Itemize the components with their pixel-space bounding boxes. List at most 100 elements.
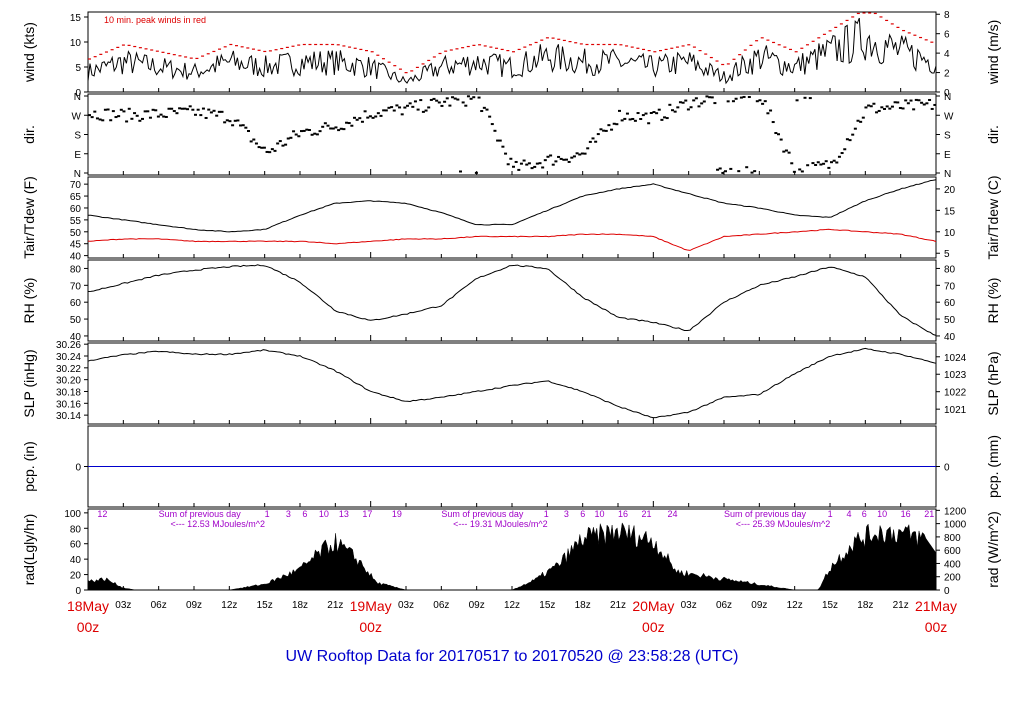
ytick-label-right-dir: E [944,150,951,161]
dir-point [196,108,200,111]
dir-point [599,128,603,131]
dir-point [917,99,921,102]
dir-point [734,97,738,100]
dir-point [543,159,547,162]
dir-point [170,107,174,110]
dir-point [260,146,264,149]
dir-point [644,112,648,115]
ytick-label-left-wind: 15 [70,13,82,24]
ylabel-right-rh: RH (%) [985,278,1001,324]
dir-point [249,140,253,143]
rad-total-label: <--- 12.53 MJoules/m^2 [170,519,265,529]
dir-point [374,115,378,118]
ytick-label-right-dir: W [944,111,954,122]
dir-point [596,133,600,136]
dir-point [840,152,844,155]
dir-point [88,114,91,117]
dir-point [509,157,513,160]
ytick-label-left-slp: 30.22 [56,364,81,375]
dir-point [615,123,619,126]
dir-point [705,95,709,98]
dir-point [806,164,810,167]
ytick-label-left-dir: E [74,150,81,161]
dir-point [390,106,394,109]
ytick-label-right-rad: 0 [944,586,950,597]
ytick-label-right-wind: 6 [944,30,950,41]
ytick-label-right-rad: 400 [944,559,961,570]
dir-point [233,119,237,122]
rad-hour-label: 10 [877,509,887,519]
ytick-label-right-temp: 10 [944,228,956,239]
ytick-label-left-temp: 55 [70,216,82,227]
dir-point [678,101,682,104]
dir-point [376,112,380,115]
dir-point [586,147,590,150]
dir-point [273,149,277,152]
dir-point [172,110,176,113]
dir-point [292,130,296,133]
dir-point [811,162,815,165]
dir-point [859,120,863,123]
dir-point [466,95,470,98]
xaxis-hour-label: 03z [681,600,697,611]
dir-point [183,107,187,110]
dir-point [864,106,868,109]
dir-point [673,110,677,113]
dir-point [636,112,640,115]
dir-point [217,110,221,113]
dir-point [620,119,624,122]
dir-point [784,149,788,152]
dir-point [519,162,523,165]
ylabel-left-dir: dir. [21,125,37,144]
ytick-label-right-rh: 70 [944,281,956,292]
dir-point [496,139,500,142]
dir-point [154,109,158,112]
dir-point [554,160,558,163]
dir-point [443,100,447,103]
dir-point [371,116,375,119]
dir-point [758,99,762,102]
dir-point [194,113,197,116]
dir-point [490,123,494,126]
dir-point [130,117,134,120]
ytick-label-left-rh: 70 [70,281,82,292]
ytick-label-right-temp: 15 [944,206,956,217]
dir-point [106,108,110,111]
rad-hour-label: 3 [286,509,291,519]
dir-point [180,107,184,110]
dir-point [713,102,717,105]
dir-point [827,166,831,169]
ytick-label-left-temp: 45 [70,240,82,251]
dir-point [591,137,595,140]
dir-point [808,97,812,100]
ytick-label-left-dir: N [74,92,81,103]
dir-point [241,124,245,127]
ylabel-right-rad: rad (W/m^2) [985,511,1001,588]
dir-point [395,104,399,107]
dir-point [326,124,330,127]
dir-point [512,165,515,168]
dir-point [774,132,778,135]
dir-point [159,113,163,116]
ytick-label-left-rh: 50 [70,315,82,326]
ytick-label-left-rad: 80 [70,524,82,535]
dir-point [906,102,910,105]
dir-point [424,109,428,112]
dir-point [872,102,876,105]
dir-point [382,109,386,112]
ytick-label-right-wind: 4 [944,49,950,60]
ylabel-right-dir: dir. [985,125,1001,144]
dir-point [845,138,849,141]
dir-point [832,159,836,162]
dir-point [668,103,672,106]
rad-hour-label: 19 [392,509,402,519]
dir-point [933,103,937,106]
xaxis-hour-label: 15z [822,600,838,611]
series-line-temp-tair [87,179,937,233]
dir-point [739,96,743,99]
dir-point [726,100,730,103]
series-line-slp [87,347,937,419]
ytick-label-right-dir: N [944,169,951,180]
dir-point [660,118,664,121]
